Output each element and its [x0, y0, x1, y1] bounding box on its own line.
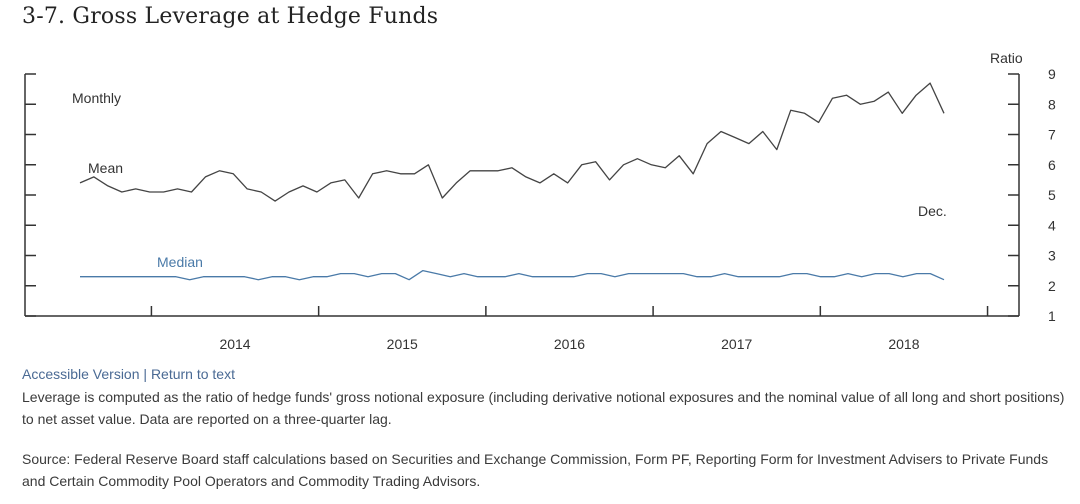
chart-frame — [24, 74, 1020, 317]
y-tick-label: 6 — [1048, 157, 1056, 173]
legend-median: Median — [157, 254, 203, 270]
x-tick-label: 2014 — [219, 336, 250, 352]
chart: 1 2 3 4 5 6 7 8 9 Ratio 2014 2015 2016 2017 2018 Mont… — [24, 50, 1056, 352]
end-label: Dec. — [918, 203, 947, 219]
series-line-mean — [79, 82, 945, 202]
x-axis: 2014 2015 2016 2017 2018 — [150, 306, 989, 352]
frequency-label: Monthly — [72, 90, 121, 106]
legend-mean: Mean — [88, 160, 123, 176]
y-axis: 1 2 3 4 5 6 7 8 9 Ratio — [25, 50, 1056, 324]
y-tick-label: 9 — [1048, 66, 1056, 82]
return-to-text-link[interactable]: Return to text — [150, 366, 235, 382]
y-tick-label: 4 — [1048, 217, 1056, 233]
figure-title: 3-7. Gross Leverage at Hedge Funds — [22, 4, 439, 29]
series-group — [79, 82, 945, 281]
x-tick-label: 2016 — [554, 336, 585, 352]
x-tick-label: 2015 — [387, 336, 418, 352]
x-tick-label: 2017 — [721, 336, 752, 352]
chart-labels: Monthly Mean Median Dec. — [72, 90, 947, 270]
y-tick-label: 1 — [1048, 308, 1056, 324]
y-tick-label: 8 — [1048, 96, 1056, 112]
figure-links: Accessible Version | Return to text — [22, 366, 235, 382]
series-line-median — [80, 269, 945, 281]
y-tick-label: 2 — [1048, 278, 1056, 294]
figure-source: Source: Federal Reserve Board staff calc… — [22, 451, 1049, 489]
y-axis-title: Ratio — [990, 50, 1023, 66]
link-separator: | — [143, 366, 148, 382]
x-tick-label: 2018 — [888, 336, 919, 352]
figure-description: Leverage is computed as the ratio of hed… — [22, 389, 1065, 427]
y-tick-label: 7 — [1048, 127, 1056, 143]
y-tick-label: 3 — [1048, 248, 1056, 264]
y-tick-label: 5 — [1048, 187, 1056, 203]
accessible-version-link[interactable]: Accessible Version — [22, 366, 140, 382]
